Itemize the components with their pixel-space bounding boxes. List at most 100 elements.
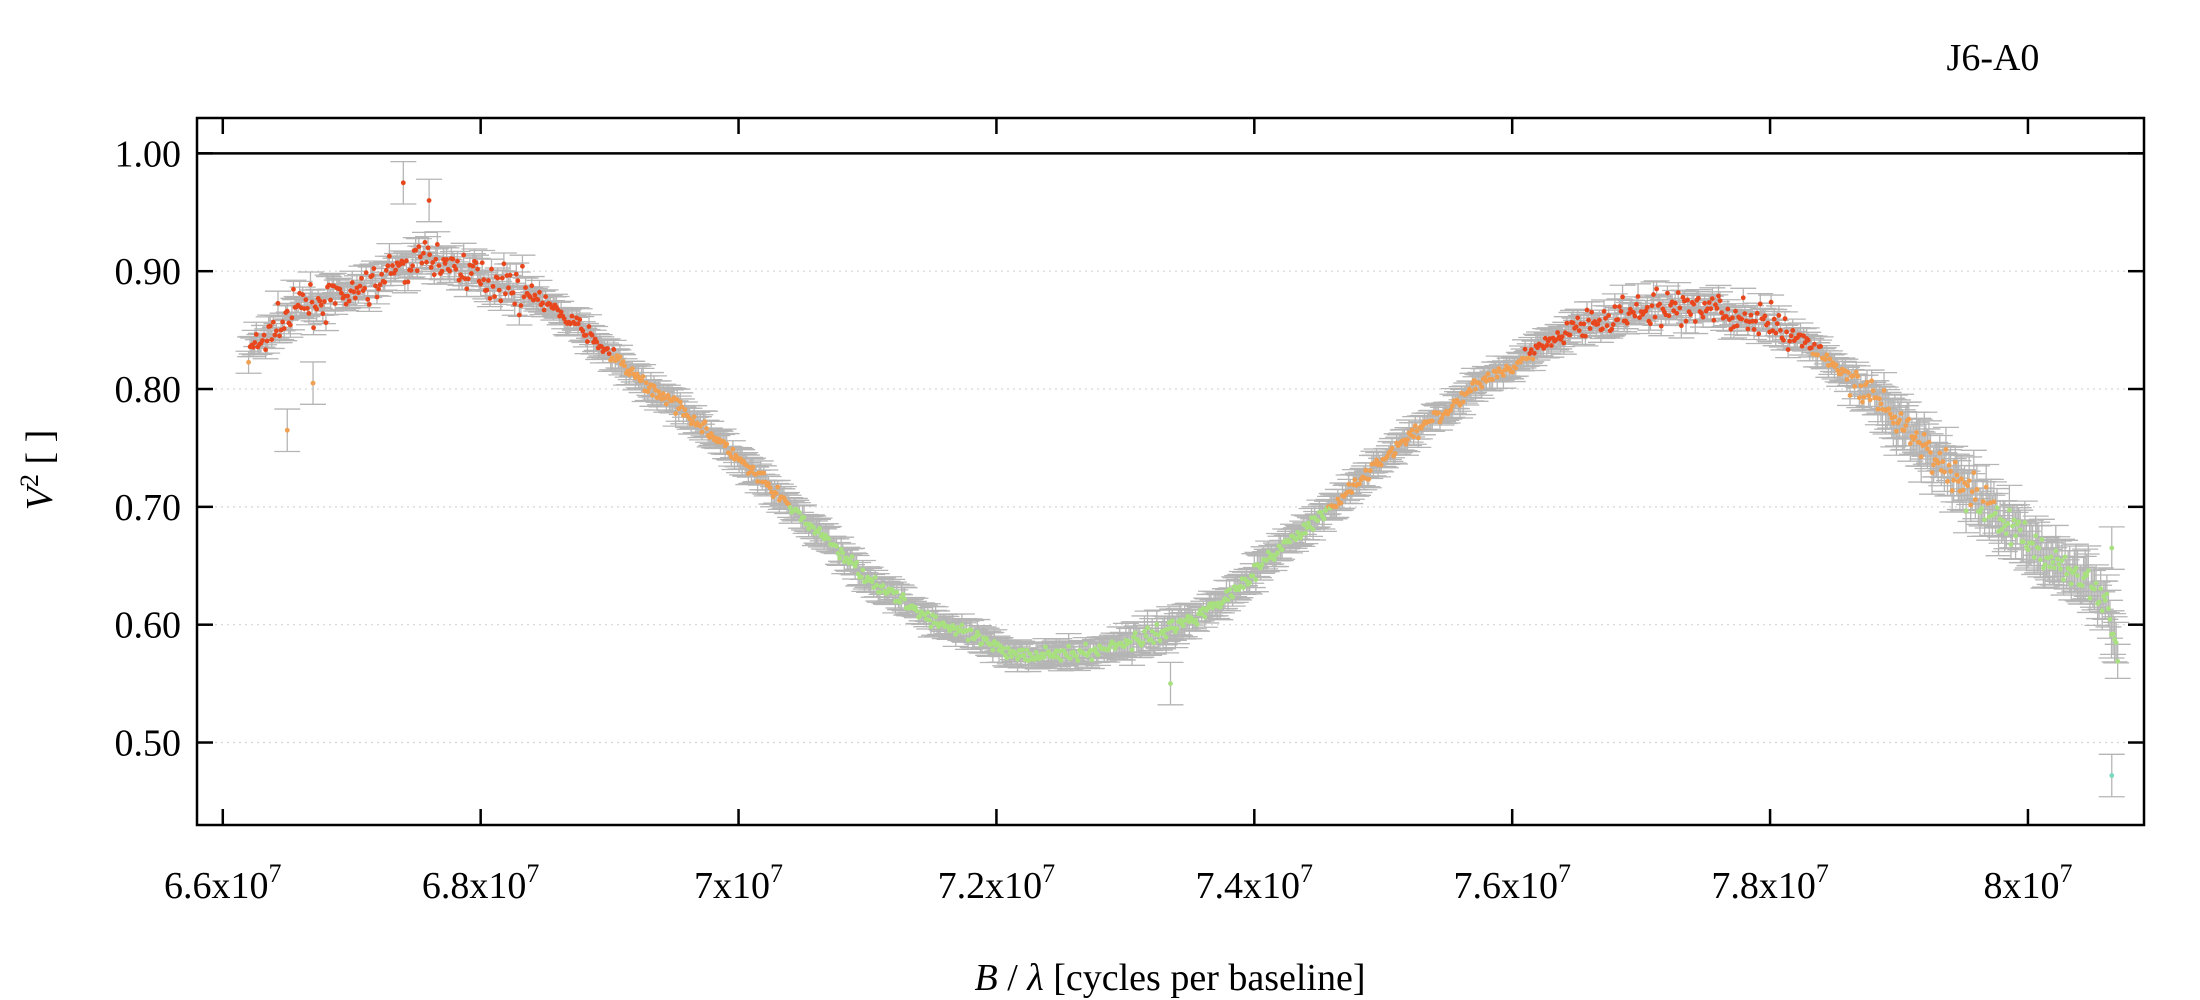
data-point bbox=[486, 278, 491, 283]
data-point bbox=[382, 279, 388, 285]
data-point bbox=[1907, 441, 1913, 446]
data-point bbox=[320, 311, 326, 317]
data-point bbox=[840, 550, 846, 556]
data-point bbox=[410, 263, 415, 269]
data-point bbox=[468, 271, 474, 276]
data-point bbox=[775, 484, 781, 490]
data-point bbox=[246, 359, 251, 365]
data-point bbox=[1685, 297, 1690, 303]
data-point bbox=[2104, 591, 2110, 597]
data-point bbox=[1620, 294, 1625, 300]
data-point bbox=[513, 271, 519, 277]
data-point bbox=[1846, 370, 1851, 375]
data-point bbox=[450, 256, 456, 262]
data-point bbox=[1773, 330, 1779, 336]
data-point bbox=[1275, 550, 1280, 556]
data-point bbox=[317, 298, 323, 304]
data-point bbox=[1700, 314, 1706, 320]
data-point bbox=[1785, 347, 1791, 352]
data-point bbox=[2096, 599, 2102, 605]
data-point bbox=[691, 414, 697, 420]
data-point bbox=[2059, 558, 2065, 564]
data-point bbox=[492, 294, 497, 299]
data-point bbox=[1460, 399, 1466, 405]
data-point bbox=[727, 451, 733, 456]
data-point bbox=[287, 322, 293, 328]
data-point bbox=[1241, 585, 1246, 590]
data-point bbox=[1665, 290, 1670, 296]
data-point bbox=[1121, 644, 1127, 649]
data-point bbox=[304, 305, 310, 311]
data-point bbox=[1866, 393, 1871, 399]
data-point bbox=[1301, 522, 1307, 528]
data-point bbox=[314, 306, 320, 312]
data-point bbox=[1482, 375, 1488, 380]
data-point bbox=[2022, 520, 2028, 525]
data-point bbox=[379, 271, 385, 277]
data-point bbox=[2025, 547, 2031, 553]
data-point bbox=[1644, 304, 1650, 310]
data-point bbox=[2099, 608, 2105, 614]
data-point bbox=[352, 295, 358, 301]
data-point bbox=[365, 296, 371, 302]
y-axis-label-unit: [ ] bbox=[19, 430, 61, 474]
y-tick-label: 0.50 bbox=[115, 723, 182, 765]
data-point bbox=[1265, 549, 1271, 555]
data-point bbox=[1525, 355, 1531, 361]
data-point bbox=[2093, 580, 2099, 586]
data-point bbox=[1584, 307, 1590, 313]
data-point bbox=[308, 282, 313, 287]
data-point bbox=[575, 321, 581, 327]
data-point bbox=[2031, 555, 2037, 560]
data-point bbox=[419, 260, 425, 266]
data-point bbox=[1943, 446, 1949, 452]
data-point bbox=[838, 546, 844, 552]
data-point bbox=[1570, 320, 1576, 326]
data-point bbox=[465, 276, 471, 282]
data-point bbox=[1648, 321, 1653, 327]
data-point bbox=[2109, 545, 2115, 551]
data-point bbox=[1586, 317, 1591, 323]
data-point bbox=[1272, 557, 1277, 563]
data-point bbox=[1713, 302, 1718, 307]
data-point bbox=[1606, 313, 1612, 318]
data-point bbox=[1635, 294, 1641, 299]
data-point bbox=[516, 312, 522, 318]
data-point bbox=[264, 338, 270, 344]
x-tick-label: 7.4x107 bbox=[1196, 859, 1314, 907]
data-point bbox=[1886, 406, 1892, 412]
data-point bbox=[2085, 568, 2091, 574]
data-point bbox=[1824, 352, 1830, 358]
data-point bbox=[2017, 527, 2023, 533]
data-point bbox=[1268, 552, 1274, 558]
data-point bbox=[309, 299, 315, 305]
data-point bbox=[478, 281, 484, 287]
data-point bbox=[1617, 304, 1622, 310]
x-tick-label: 8x107 bbox=[1983, 859, 2072, 907]
y-axis-label-var: V bbox=[19, 483, 61, 510]
data-point bbox=[1672, 300, 1678, 306]
data-point bbox=[455, 258, 460, 264]
data-point bbox=[1409, 427, 1415, 433]
x-tick-label: 7.8x107 bbox=[1711, 859, 1829, 907]
data-point bbox=[1666, 313, 1672, 319]
data-point bbox=[1898, 411, 1904, 416]
data-point bbox=[761, 470, 767, 476]
data-point bbox=[1041, 655, 1047, 660]
data-point bbox=[2110, 631, 2116, 637]
data-point bbox=[854, 559, 860, 565]
data-point bbox=[1468, 388, 1474, 394]
data-point bbox=[806, 526, 812, 532]
data-point bbox=[1575, 315, 1581, 321]
data-point bbox=[321, 299, 327, 304]
data-point bbox=[284, 308, 290, 314]
data-point bbox=[1414, 428, 1420, 434]
data-point bbox=[475, 266, 480, 272]
data-point bbox=[386, 253, 392, 259]
data-point bbox=[849, 554, 855, 559]
data-point bbox=[1564, 320, 1570, 326]
data-point bbox=[1027, 651, 1033, 657]
data-point bbox=[874, 582, 880, 588]
data-point bbox=[585, 339, 590, 344]
data-point bbox=[1321, 516, 1327, 522]
